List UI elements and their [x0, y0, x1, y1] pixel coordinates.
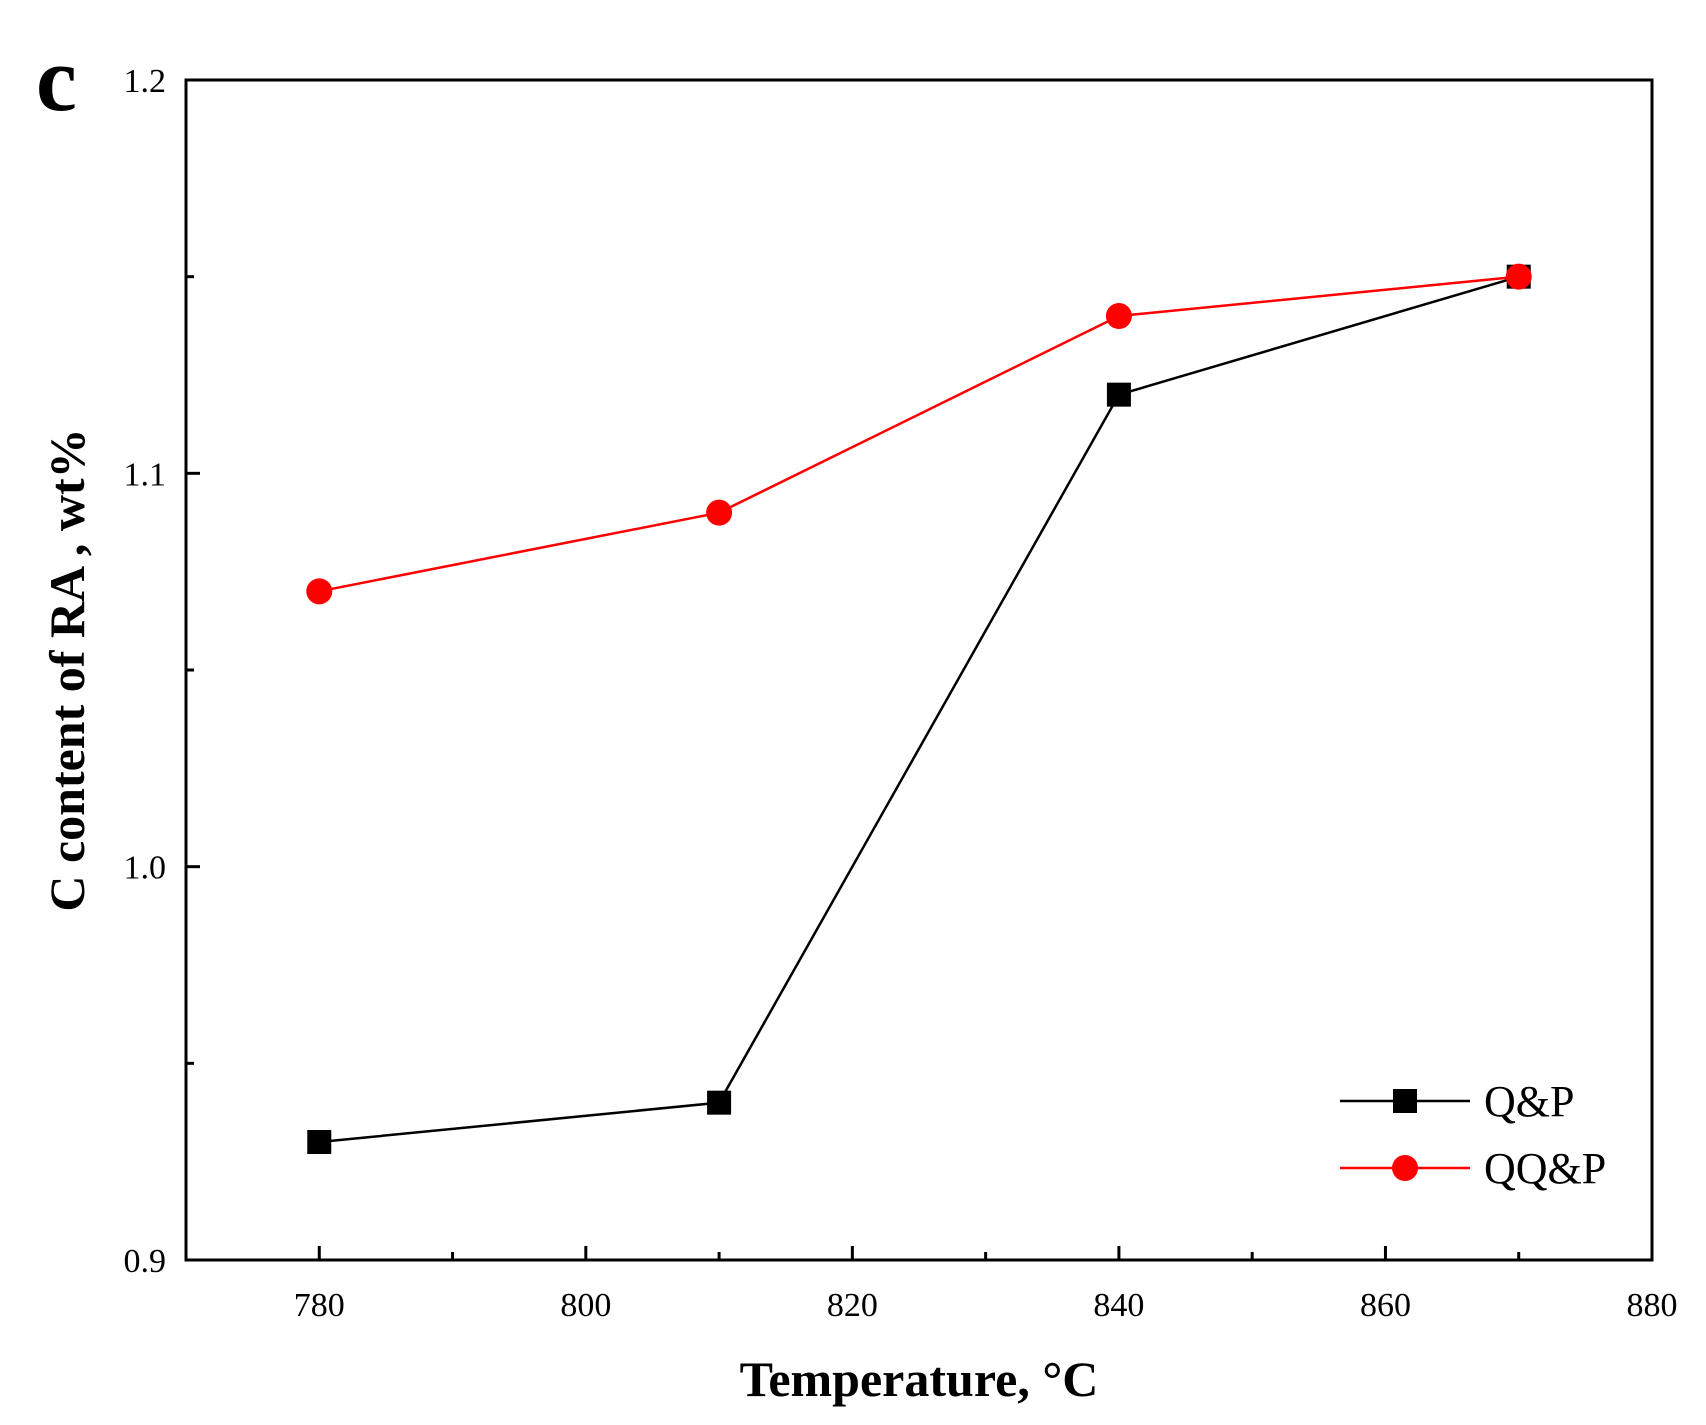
x-tick-label: 800	[560, 1287, 611, 1324]
legend-label-q-p: Q&P	[1484, 1077, 1574, 1126]
data-point-qq-p	[306, 578, 333, 605]
y-axis-title: C content of RA , wt%	[39, 428, 95, 911]
data-point-qq-p	[1105, 303, 1132, 329]
y-tick-label: 1.1	[124, 456, 167, 493]
series-layer	[306, 263, 1532, 1154]
y-tick-label: 1.2	[124, 63, 167, 100]
x-tick-label: 780	[294, 1287, 345, 1324]
x-axis-title: Temperature, °C	[740, 1351, 1099, 1407]
series-line-qq-p	[319, 275, 1519, 593]
legend-marker-qq-p	[1392, 1155, 1418, 1181]
data-point-qq-p	[706, 499, 733, 526]
data-point-q-p	[1106, 382, 1131, 407]
y-tick-label: 0.9	[124, 1243, 167, 1280]
legend-label-qq-p: QQ&P	[1484, 1144, 1606, 1193]
x-tick-label: 840	[1093, 1287, 1144, 1324]
data-point-q-p	[307, 1130, 332, 1154]
series-line-q-p	[319, 275, 1520, 1144]
panel-label: c	[36, 28, 77, 130]
data-point-q-p	[707, 1090, 732, 1115]
ticks-layer: 780 800 820 840 860 880 0.9 1.0 1.1 1.2	[124, 63, 1678, 1324]
data-point-qq-p	[1505, 263, 1532, 290]
legend: Q&P QQ&P	[1340, 1077, 1606, 1193]
x-tick-label: 880	[1627, 1287, 1678, 1324]
legend-marker-q-p	[1393, 1089, 1417, 1113]
y-tick-label: 1.0	[124, 850, 167, 887]
x-tick-label: 820	[827, 1287, 878, 1324]
plot-frame	[184, 78, 1654, 1262]
x-tick-label: 860	[1360, 1287, 1411, 1324]
